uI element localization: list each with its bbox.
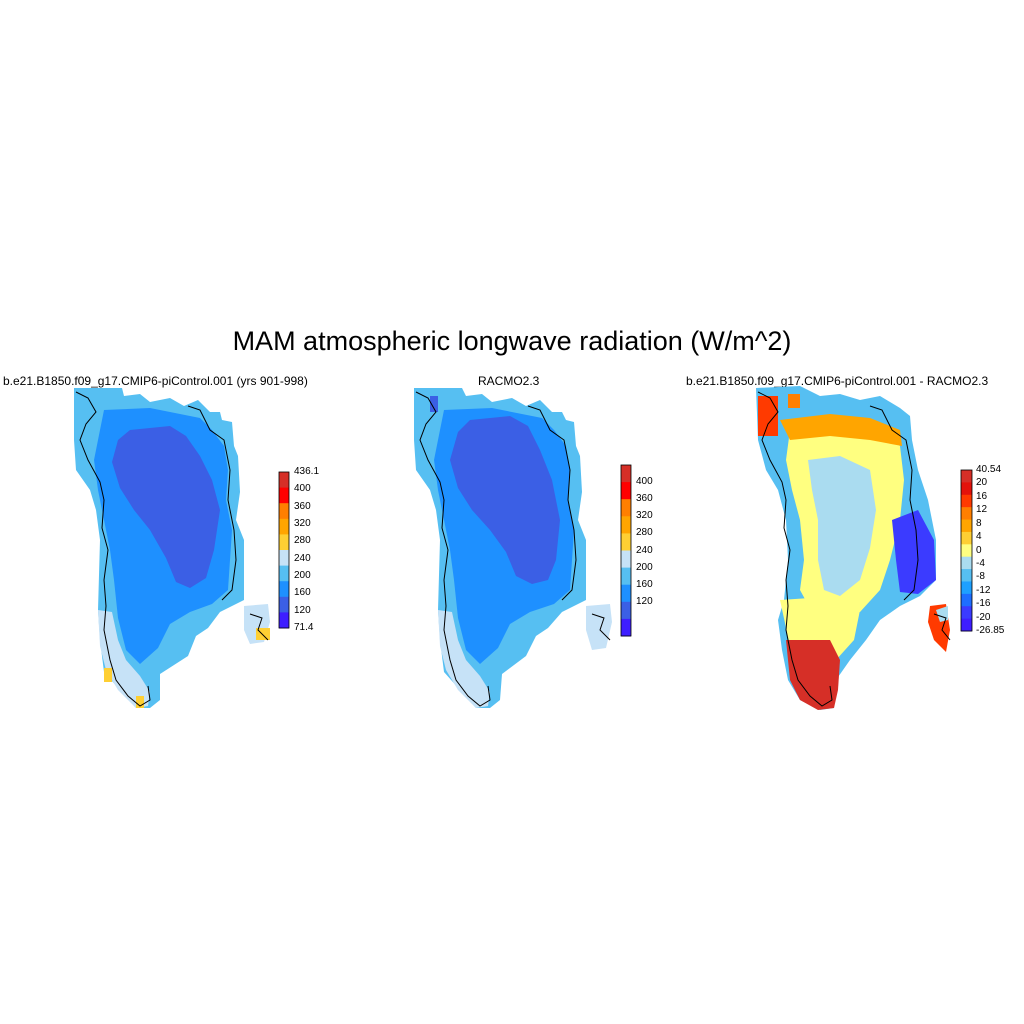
colorbar-swatch	[621, 618, 631, 637]
colorbar-tick-label: 71.4	[294, 622, 314, 633]
colorbar-frame	[960, 469, 973, 632]
colorbar-tick-label: -12	[976, 584, 991, 596]
colorbar-swatch	[961, 569, 972, 582]
colorbar-tick-label: 160	[636, 578, 653, 590]
colorbar-tick-label: 240	[294, 552, 311, 564]
colorbar-tick-label: -4	[976, 557, 985, 569]
colorbar-swatch	[961, 556, 972, 570]
panel-3-field	[756, 386, 950, 710]
colorbar-frame	[620, 464, 632, 637]
colorbar-swatch	[961, 470, 972, 483]
colorbar-tick-label: 16	[976, 490, 988, 502]
ice-sheet-interior-region	[450, 416, 560, 584]
panel-2-colorbar	[620, 464, 632, 637]
colorbar-tick-label: 0	[976, 544, 982, 556]
colorbar-tick-label: 120	[636, 595, 653, 607]
colorbar-tick-label: 400	[294, 483, 311, 495]
colorbar-swatch	[279, 565, 289, 582]
colorbar-tick-label: 120	[294, 604, 311, 616]
colorbar-tick-label: 360	[636, 493, 653, 505]
colorbar-swatch	[279, 503, 289, 520]
north-border-orange	[780, 414, 902, 446]
colorbar-swatch	[961, 494, 972, 508]
colorbar-swatch	[961, 618, 972, 632]
warm-patch	[136, 696, 144, 708]
colorbar-swatch	[621, 499, 631, 517]
warm-patch	[104, 668, 112, 682]
colorbar-tick-label: 4	[976, 531, 982, 543]
colorbar-tick-label: 436.1	[294, 466, 320, 477]
colorbar-swatch	[961, 593, 972, 607]
colorbar-swatch	[621, 567, 631, 586]
figure-title: MAM atmospheric longwave radiation (W/m^…	[232, 326, 792, 356]
coastline	[415, 391, 611, 707]
colorbar-tick-label: 360	[294, 500, 311, 512]
colorbar-tick-label: 280	[294, 535, 311, 547]
svalbard-tip	[586, 604, 612, 650]
north-coast-patch	[430, 396, 438, 412]
colorbar-swatch	[621, 601, 631, 620]
panel-2-field	[414, 388, 612, 708]
colorbar-swatch	[621, 584, 631, 603]
colorbar-swatch	[279, 518, 289, 535]
colorbar-tick-label: 200	[636, 561, 653, 573]
northwest-hot-patch	[758, 396, 778, 436]
southwest-margin	[438, 610, 490, 708]
colorbar-swatch	[279, 534, 289, 551]
colorbar-swatch	[279, 596, 289, 613]
ice-sheet-interior-region	[112, 426, 220, 588]
colorbar-tick-label: 20	[976, 477, 988, 489]
colorbar-tick-label: 200	[294, 570, 311, 581]
panel-1-field	[74, 388, 270, 708]
panel-2-title: RACMO2.3	[478, 374, 540, 388]
colorbar-swatch	[621, 465, 631, 483]
colorbar-swatch	[621, 550, 631, 569]
colorbar-tick-label: -8	[976, 571, 985, 583]
east-negative-region	[892, 510, 936, 594]
colorbar-swatch	[961, 482, 972, 496]
coastline	[75, 391, 269, 707]
colorbar-tick-label: 280	[636, 527, 653, 539]
colorbar-swatch	[279, 612, 289, 629]
colorbar-tick-label: 40.54	[976, 464, 1002, 475]
colorbar-tick-label: 400	[636, 476, 653, 488]
colorbar-swatch	[961, 606, 972, 620]
colorbar-tick-label: 240	[636, 544, 653, 556]
colorbar-swatch	[961, 507, 972, 521]
colorbar-swatch	[621, 482, 631, 500]
colorbar-swatch	[961, 581, 972, 595]
colorbar-tick-label: 320	[636, 510, 653, 522]
colorbar-swatch	[621, 516, 631, 534]
southwest-margin	[98, 610, 150, 708]
near-zero-region	[808, 456, 876, 596]
northeast-hot-patch	[788, 394, 800, 408]
panel-3-title: b.e21.B1850.f09_g17.CMIP6-piControl.001 …	[686, 374, 989, 388]
colorbar-tick-label: -20	[976, 611, 991, 623]
panel-3-colorbar	[960, 469, 973, 632]
colorbar-tick-label: -16	[976, 598, 991, 610]
colorbar-swatch	[279, 581, 289, 598]
colorbar-swatch	[279, 550, 289, 567]
colorbar-swatch	[621, 533, 631, 551]
colorbar-frame	[278, 471, 290, 629]
colorbar-tick-label: 12	[976, 504, 988, 516]
panel-1-title: b.e21.B1850.f09_g17.CMIP6-piControl.001 …	[3, 374, 308, 388]
colorbar-swatch	[961, 544, 972, 558]
south-tip-hot	[786, 640, 840, 710]
colorbar-swatch	[961, 519, 972, 533]
colorbar-tick-label: 8	[976, 517, 982, 529]
colorbar-tick-label: 320	[294, 518, 311, 529]
colorbar-tick-label: -26.85	[976, 625, 1005, 636]
colorbar-swatch	[279, 487, 289, 504]
colorbar-tick-label: 160	[294, 587, 311, 599]
colorbar-swatch	[961, 531, 972, 545]
colorbar-swatch	[279, 472, 289, 489]
panel-1-colorbar	[278, 471, 290, 629]
coastline	[757, 391, 951, 707]
